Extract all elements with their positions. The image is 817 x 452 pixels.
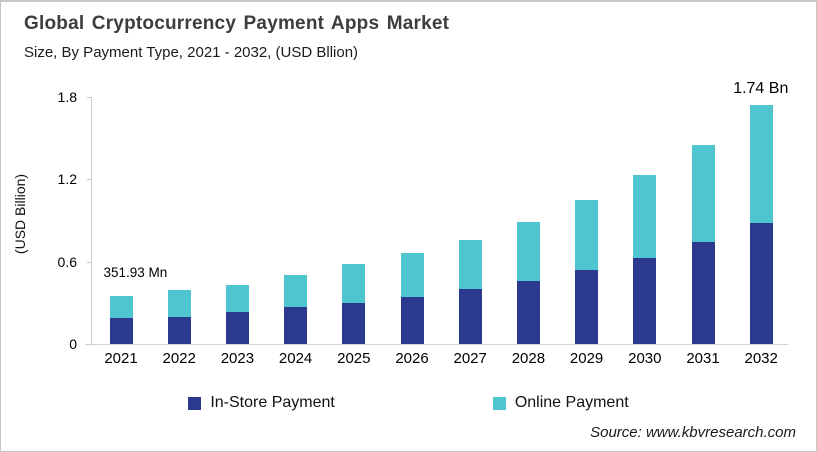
x-tick-label-2022: 2022: [162, 350, 196, 367]
bar-2029[interactable]: [575, 199, 599, 344]
x-tick-label-2032: 2032: [744, 350, 778, 367]
page-title: Global Cryptocurrency Payment Apps Marke…: [24, 13, 450, 34]
y-tick-label: 0: [69, 336, 77, 352]
bar-segment-2031-online-payment[interactable]: [691, 145, 715, 243]
y-axis-title: (USD Billion): [12, 173, 28, 255]
bar-2028[interactable]: [516, 221, 540, 344]
bar-segment-2030-in-store-payment[interactable]: [633, 257, 657, 344]
legend-label: Online Payment: [514, 394, 629, 411]
bar-segment-2024-in-store-payment[interactable]: [284, 306, 308, 344]
bar-segment-2029-online-payment[interactable]: [575, 199, 599, 270]
y-axis-line: [91, 97, 92, 345]
x-tick-label-2026: 2026: [395, 350, 429, 367]
x-tick-label-2023: 2023: [220, 350, 255, 367]
bar-segment-2024-online-payment[interactable]: [284, 275, 308, 307]
bar-segment-2022-online-payment[interactable]: [167, 290, 191, 317]
bar-2024[interactable]: [284, 275, 308, 344]
x-tick-label-2027: 2027: [453, 350, 487, 367]
bar-segment-2032-in-store-payment[interactable]: [749, 223, 773, 344]
x-tick-label-2028: 2028: [511, 350, 546, 367]
x-tick-label-2029: 2029: [569, 350, 604, 367]
bar-2031[interactable]: [691, 145, 715, 344]
bar-2027[interactable]: [458, 239, 482, 344]
y-tick-label: 1.8: [57, 89, 77, 105]
bar-segment-2030-online-payment[interactable]: [633, 175, 657, 258]
legend-item-online-payment[interactable]: Online Payment: [492, 394, 629, 412]
bar-segment-2027-online-payment[interactable]: [458, 239, 482, 290]
y-tick-mark: [87, 261, 92, 263]
bar-segment-2029-in-store-payment[interactable]: [575, 269, 599, 344]
y-tick-mark: [87, 179, 92, 181]
bar-segment-2026-online-payment[interactable]: [400, 253, 424, 298]
bar-segment-2028-online-payment[interactable]: [516, 221, 540, 281]
x-tick-label-2024: 2024: [278, 350, 313, 367]
bar-segment-2025-online-payment[interactable]: [342, 264, 366, 303]
bar-segment-2028-in-store-payment[interactable]: [516, 280, 540, 344]
bar-2021[interactable]: [109, 295, 133, 344]
legend-swatch-icon: [188, 396, 202, 410]
bar-segment-2031-in-store-payment[interactable]: [691, 242, 715, 344]
source-credit: Source: www.kbvresearch.com: [590, 424, 796, 441]
x-tick-label-2030: 2030: [628, 350, 662, 367]
bar-2025[interactable]: [342, 264, 366, 344]
y-tick-label: 0.6: [57, 253, 77, 270]
bar-segment-2032-online-payment[interactable]: [749, 105, 773, 224]
x-tick-label-2021: 2021: [104, 350, 138, 367]
bar-segment-2027-in-store-payment[interactable]: [458, 289, 482, 344]
bar-2030[interactable]: [633, 175, 657, 344]
y-tick-mark: [87, 97, 92, 98]
bar-segment-2021-online-payment[interactable]: [109, 295, 133, 318]
x-tick-label-2025: 2025: [337, 350, 371, 367]
bar-segment-2023-in-store-payment[interactable]: [225, 312, 249, 344]
legend-label: In-Store Payment: [210, 394, 335, 411]
bar-segment-2021-in-store-payment[interactable]: [109, 317, 133, 344]
value-annotation-2021: 351.93 Mn: [103, 264, 168, 280]
y-tick-label: 1.2: [57, 171, 77, 188]
legend: In-Store Payment Online Payment: [1, 394, 816, 412]
x-axis-line: [85, 344, 788, 345]
bar-segment-2026-in-store-payment[interactable]: [400, 297, 424, 344]
value-annotation-2032: 1.74 Bn: [733, 80, 789, 98]
bar-2032[interactable]: [749, 105, 773, 344]
page-subtitle: Size, By Payment Type, 2021 - 2032, (USD…: [24, 44, 359, 61]
bar-segment-2023-online-payment[interactable]: [225, 285, 249, 313]
bar-2026[interactable]: [400, 253, 424, 344]
bar-2022[interactable]: [167, 290, 191, 344]
bar-segment-2025-in-store-payment[interactable]: [342, 302, 366, 344]
bar-segment-2022-in-store-payment[interactable]: [167, 316, 191, 344]
legend-swatch-icon: [492, 396, 506, 410]
bar-2023[interactable]: [225, 285, 249, 344]
x-tick-label-2031: 2031: [686, 350, 720, 367]
legend-item-in-store-payment[interactable]: In-Store Payment: [188, 394, 335, 412]
y-tick-mark: [87, 344, 92, 345]
